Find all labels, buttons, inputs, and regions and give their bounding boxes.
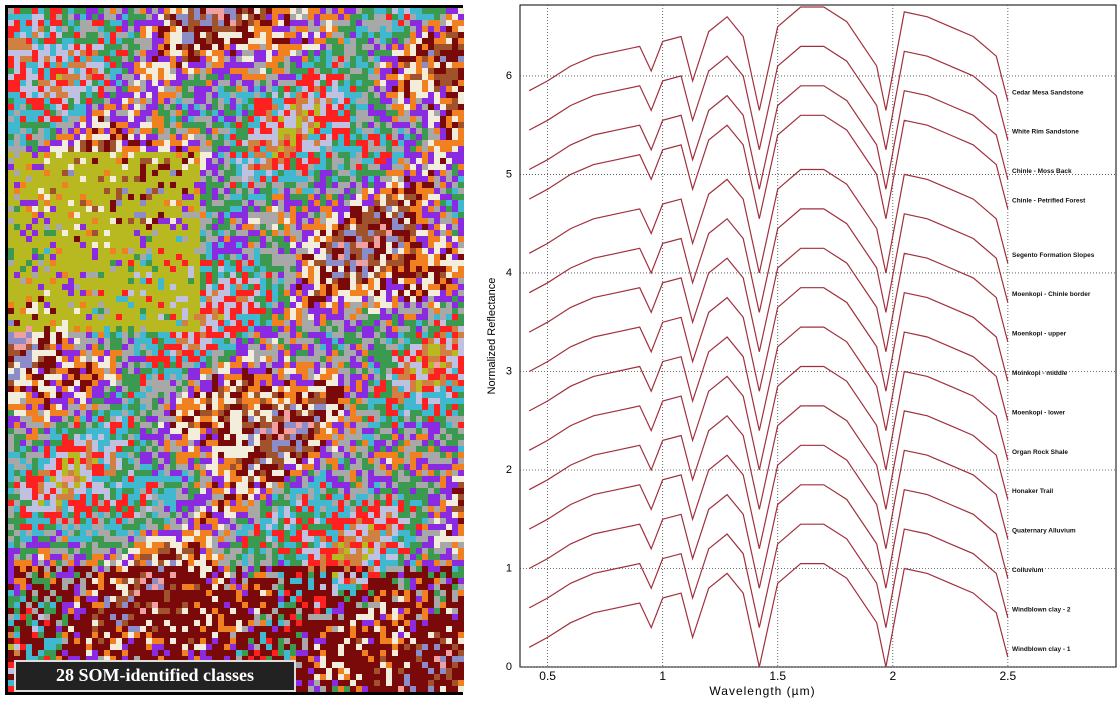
spectrum-line	[529, 170, 1008, 274]
legend-label: Windblown clay - 2	[1012, 606, 1071, 613]
spectrum-line	[529, 209, 1008, 313]
x-tick-label: 2	[889, 669, 896, 683]
legend-label: Moinkopi - middle	[1012, 370, 1068, 377]
spectrum-line	[529, 7, 1008, 110]
y-tick-label: 5	[506, 168, 512, 180]
spectrum-line	[529, 367, 1008, 471]
legend-label: Honaker Trail	[1012, 488, 1053, 495]
spectrum-line	[529, 406, 1008, 510]
legend-label: White Rim Sandstone	[1012, 129, 1079, 136]
spectrum-line	[529, 46, 1008, 149]
x-tick-label: 1	[659, 669, 666, 683]
map-caption: 28 SOM-identified classes	[56, 665, 254, 685]
spectrum-line	[529, 288, 1008, 392]
spectrum-line	[529, 86, 1008, 189]
y-tick-label: 4	[506, 267, 512, 279]
spectrum-line	[529, 327, 1008, 431]
y-tick-label: 6	[506, 70, 512, 82]
legend-label: Moenkopi - Chinle border	[1012, 291, 1091, 298]
spectrum-line	[529, 445, 1008, 549]
x-tick-label: 2.5	[1000, 669, 1017, 683]
spectrum-line	[529, 485, 1008, 588]
legend-label: Cedar Mesa Sandstone	[1012, 89, 1084, 96]
legend-label: Colluvium	[1012, 567, 1044, 574]
spectrum-line	[529, 115, 1008, 219]
y-tick-label: 3	[506, 365, 512, 377]
x-tick-label: 1.5	[769, 669, 786, 683]
y-tick-label: 1	[506, 562, 512, 574]
chart: 0 1 2 3 4 5 6 0.5 1 1.5 2 2.5 Wavelength (µm) Normali…	[486, 5, 1116, 698]
legend-label: Organ Rock Shale	[1012, 449, 1068, 456]
x-tick-label: 0.5	[539, 669, 556, 683]
spectrum-line	[529, 248, 1008, 351]
classified-map	[8, 8, 464, 692]
legend-label: Chinle - Petrified Forest	[1012, 198, 1086, 205]
x-axis-label: Wavelength (µm)	[709, 684, 815, 698]
y-axis-label: Normalized Reflectance	[486, 278, 498, 395]
spectrum-line	[529, 524, 1008, 627]
legend-label: Moenkopi - upper	[1012, 331, 1067, 338]
legend-label: Moenkopi - lower	[1012, 409, 1066, 416]
legend-label: Windblown clay - 1	[1012, 646, 1071, 653]
y-tick-label: 2	[506, 464, 512, 476]
spectrum-line	[529, 564, 1008, 667]
legend-label: Segento Formation Slopes	[1012, 252, 1095, 259]
legend-label: Chinle - Moss Back	[1012, 168, 1072, 175]
y-tick-label: 0	[506, 661, 512, 673]
legend-label: Quaternary Alluvium	[1012, 528, 1076, 535]
